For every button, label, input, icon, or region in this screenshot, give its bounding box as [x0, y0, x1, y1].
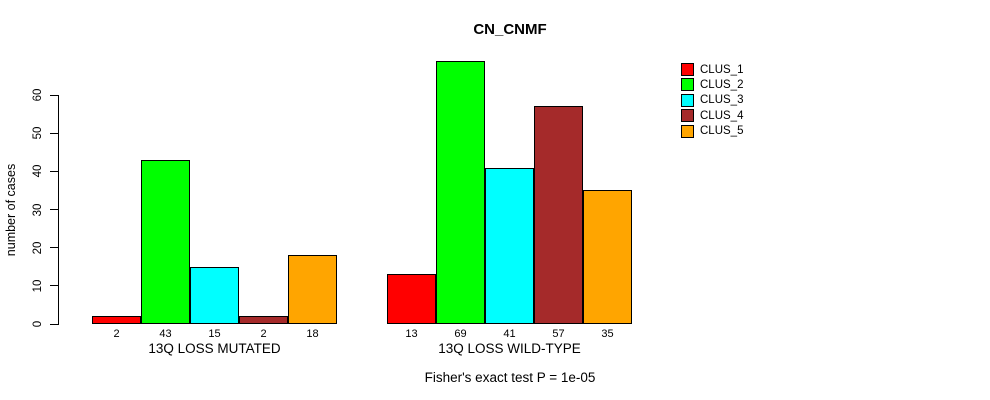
y-tick-label: 30	[32, 203, 44, 216]
chart-subtitle: Fisher's exact test P = 1e-05	[424, 370, 596, 385]
bar-clus_1	[92, 316, 141, 324]
bar-value-label: 13	[405, 328, 418, 340]
y-tick-label: 10	[32, 279, 44, 293]
y-tick-label: 50	[32, 126, 44, 140]
legend-label: CLUS_3	[700, 94, 744, 107]
bar-clus_4	[239, 316, 288, 324]
group-label: 13Q LOSS WILD-TYPE	[438, 341, 581, 356]
chart-title: CN_CNMF	[473, 21, 547, 38]
y-tick-mark	[50, 247, 58, 249]
y-tick-mark	[50, 285, 58, 287]
bar-clus_3	[485, 167, 534, 324]
bar-value-label: 15	[208, 328, 221, 340]
legend-label: CLUS_5	[700, 125, 744, 138]
y-tick-label: 60	[32, 88, 44, 102]
y-tick-mark	[50, 209, 58, 210]
y-tick-label: 0	[32, 320, 44, 328]
legend-swatch-clus_5	[681, 124, 694, 138]
bar-value-label: 18	[306, 328, 319, 340]
bar-value-label: 2	[113, 328, 120, 340]
bar-value-label: 69	[454, 328, 467, 340]
legend-label: CLUS_2	[700, 78, 744, 91]
bar-clus_1	[387, 274, 436, 324]
bar-value-label: 43	[159, 328, 172, 340]
legend-swatch-clus_2	[681, 78, 694, 92]
legend-label: CLUS_4	[700, 109, 744, 122]
y-tick-mark	[50, 132, 58, 134]
y-tick-mark	[50, 170, 58, 172]
y-tick-mark	[50, 323, 58, 325]
y-tick-mark	[50, 94, 58, 96]
bar-value-label: 57	[552, 328, 565, 340]
bar-clus_3	[190, 266, 239, 324]
y-axis-line	[58, 95, 59, 325]
bar-clus_5	[288, 255, 337, 324]
legend-swatch-clus_3	[681, 93, 694, 107]
legend-swatch-clus_1	[681, 63, 694, 76]
group-label: 13Q LOSS MUTATED	[148, 341, 281, 356]
y-axis-label: number of cases	[4, 163, 18, 257]
legend-label: CLUS_1	[700, 63, 744, 76]
y-tick-label: 40	[32, 164, 44, 178]
bar-clus_5	[583, 190, 632, 324]
legend-swatch-clus_4	[681, 109, 694, 123]
bar-value-label: 41	[503, 328, 516, 340]
bar-clus_2	[141, 159, 190, 324]
bar-value-label: 35	[601, 328, 614, 340]
bar-value-label: 2	[260, 328, 267, 340]
bar-clus_4	[534, 106, 583, 324]
bar-clus_2	[436, 60, 485, 324]
y-tick-label: 20	[32, 241, 44, 255]
